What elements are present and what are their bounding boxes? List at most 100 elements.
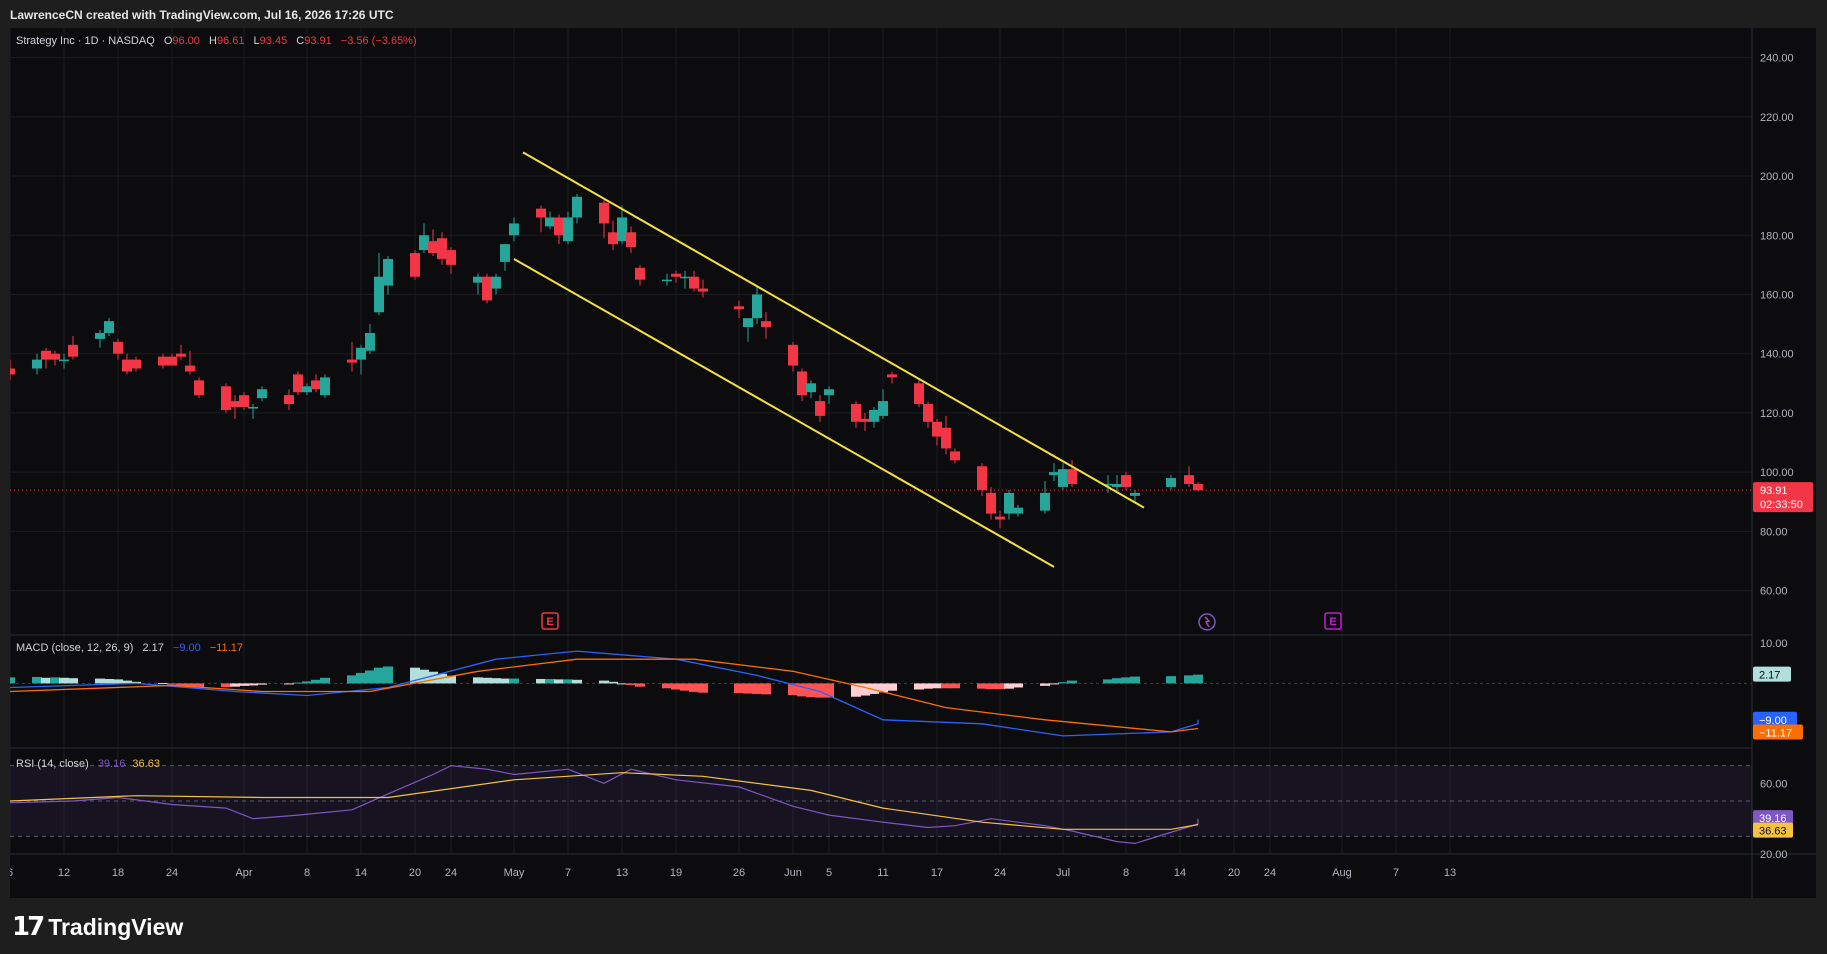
candle-body (158, 356, 168, 366)
rsi-series (9, 765, 1752, 845)
trendlines[interactable] (513, 151, 1145, 568)
time-tick-label: 24 (994, 867, 1006, 879)
candle-body (383, 258, 393, 286)
candle-body (536, 208, 546, 218)
last-price-tag: 93.91 02:33:50 (1753, 482, 1813, 513)
candle-body (680, 276, 690, 279)
macd-histogram-bar (1067, 680, 1077, 684)
footer: 17 TradingView (0, 898, 1827, 954)
rsi-line (9, 765, 1199, 845)
candle-body (617, 217, 627, 242)
candle-body (599, 202, 609, 224)
tradingview-logo-icon: 17 (12, 912, 45, 942)
price-tick-label: 120.00 (1760, 408, 1794, 420)
macd-histogram-bar (941, 683, 951, 689)
time-tick-label: 13 (1444, 867, 1456, 879)
macd-histogram-bar (536, 678, 546, 684)
price-tick-label: 220.00 (1760, 112, 1794, 124)
chart-canvas[interactable]: 240.00 220.00 200.00 180.00 160.00 140.00 120.… (5, 28, 1816, 898)
time-tick-label: 17 (931, 867, 943, 879)
macd-histogram-bar (356, 672, 366, 684)
macd-histogram-bar (554, 679, 564, 684)
candle-body (185, 365, 195, 372)
macd-histogram-bar (500, 678, 510, 684)
macd-histogram-bar (50, 677, 60, 684)
time-tick-label: 14 (355, 867, 367, 879)
macd-histogram-bar (572, 679, 582, 684)
macd-histogram-bar (293, 682, 303, 684)
candle-body (311, 380, 321, 390)
rsi-legend[interactable]: RSI (14, close) 39.16 36.63 (16, 758, 160, 770)
rsi-tag-background (1753, 810, 1793, 826)
macd-legend-macd: −9.00 (173, 642, 201, 654)
time-tick-label: Jun (784, 867, 802, 879)
macd-histogram-bar (662, 683, 672, 689)
legend-open-label: O (164, 35, 173, 47)
candle-body (347, 359, 357, 363)
candle-body (230, 401, 240, 408)
candle-body (419, 235, 429, 251)
candle-body (491, 276, 501, 289)
macd-histogram-bar (374, 667, 384, 684)
candle-body (1166, 478, 1176, 487)
macd-histogram-bar (815, 683, 825, 698)
candle-body (752, 294, 762, 319)
grid-lines (9, 28, 1752, 854)
macd-line (9, 650, 1199, 737)
tradingview-logo[interactable]: 17 TradingView (12, 912, 183, 942)
candle-body (950, 451, 960, 461)
candle-body (554, 217, 564, 236)
price-legend[interactable]: Strategy Inc · 1D · NASDAQ O96.00 H96.61… (16, 35, 417, 47)
candle-body (59, 359, 69, 362)
candle-body (5, 368, 15, 375)
rsi-legend-ma: 36.63 (132, 758, 160, 770)
macd-legend[interactable]: MACD (close, 12, 26, 9) 2.17 −9.00 −11.1… (16, 642, 243, 654)
macd-histogram-bar (158, 683, 168, 685)
candle-body (743, 318, 753, 328)
macd-histogram-bar (761, 683, 771, 695)
candle-body (239, 395, 249, 408)
candle-body (851, 404, 861, 422)
macd-histogram-bar (1112, 678, 1122, 684)
candle-body (410, 253, 420, 277)
macd-histogram-bar (1040, 683, 1050, 686)
macd-histogram-bar (239, 683, 249, 686)
countdown-value: 02:33:50 (1760, 499, 1803, 511)
macd-histogram-bar (950, 683, 960, 689)
price-tick-label: 180.00 (1760, 230, 1794, 242)
candle-body (32, 359, 42, 369)
macd-histogram-bar (1049, 683, 1059, 685)
time-tick-label: 20 (1228, 867, 1240, 879)
rsi-legend-title: RSI (14, close) (16, 758, 89, 770)
candle-body (1058, 469, 1068, 487)
macd-histogram-bar (284, 683, 294, 685)
candle-body (977, 466, 987, 490)
macd-histogram-bar (869, 683, 879, 694)
earnings-icon (541, 612, 559, 630)
time-tick-label: 13 (616, 867, 628, 879)
time-tick-label: 26 (733, 867, 745, 879)
chart-frame[interactable]: 240.00 220.00 200.00 180.00 160.00 140.00 120.… (5, 28, 1816, 898)
channel-trendline (513, 258, 1055, 568)
candle-body (131, 359, 141, 369)
macd-histogram-bar (806, 683, 816, 698)
time-tick-label: Jul (1056, 867, 1070, 879)
candle-body (68, 344, 78, 357)
candle-body (932, 421, 942, 437)
macd-legend-title: MACD (close, 12, 26, 9) (16, 642, 133, 654)
candle-body (248, 407, 258, 409)
candle-body (446, 250, 456, 265)
macd-histogram-bar (383, 666, 393, 684)
macd-histogram-bar (563, 679, 573, 684)
candle-body (356, 347, 366, 360)
legend-high-label: H (209, 35, 217, 47)
candle-body (1040, 492, 1050, 511)
macd-histogram-bar (1058, 682, 1068, 684)
earnings-label: E (1329, 616, 1336, 628)
last-price-value: 93.91 (1760, 485, 1788, 497)
rsi-ma-tag-background (1753, 822, 1793, 838)
time-tick-label: 7 (565, 867, 571, 879)
candle-body (914, 383, 924, 405)
macd-histogram-bar (176, 683, 186, 686)
